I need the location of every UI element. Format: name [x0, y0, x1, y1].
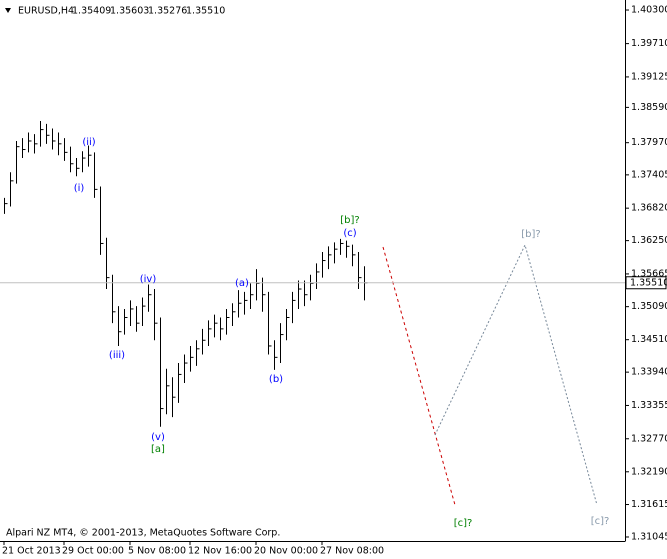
- wave-label: (v): [151, 432, 165, 443]
- wave-label: [c]?: [591, 516, 610, 527]
- y-tick-label: 1.34510: [631, 334, 667, 345]
- y-tick-label: 1.31615: [631, 499, 667, 510]
- y-tick-label: 1.38590: [631, 102, 667, 113]
- chart-title: EURUSD,H4: [18, 6, 74, 17]
- last-price-box: [625, 276, 667, 290]
- wave-label: [b]?: [521, 229, 540, 240]
- y-tick-label: 1.35665: [631, 268, 667, 279]
- wave-label: [b]?: [340, 215, 359, 226]
- header-price: 1.35409: [72, 6, 111, 17]
- last-price-label: 1.35510: [630, 277, 667, 288]
- y-tick-label: 1.39125: [631, 71, 667, 82]
- y-tick-label: 1.39710: [631, 38, 667, 49]
- y-tick-label: 1.31045: [631, 531, 667, 542]
- y-tick-label: 1.33355: [631, 400, 667, 411]
- copyright: Alpari NZ MT4, © 2001-2013, MetaQuotes S…: [6, 528, 280, 539]
- y-tick-label: 1.37970: [631, 137, 667, 148]
- wave-label: (a): [235, 278, 249, 289]
- wave-label: (ii): [82, 137, 95, 148]
- y-tick-label: 1.36820: [631, 203, 667, 214]
- header-price: 1.35603: [110, 6, 149, 17]
- y-tick-label: 1.32190: [631, 466, 667, 477]
- y-tick-label: 1.32770: [631, 433, 667, 444]
- wave-label: [c]?: [454, 518, 473, 529]
- x-tick-label: 20 Nov 00:00: [254, 546, 318, 557]
- y-tick-label: 1.36250: [631, 235, 667, 246]
- wave-label: [a]: [151, 444, 165, 455]
- projection-line: [382, 246, 456, 506]
- wave-label: (b): [269, 374, 283, 385]
- y-tick-label: 1.35090: [631, 301, 667, 312]
- header-price: 1.35276: [148, 6, 187, 17]
- y-tick-label: 1.37405: [631, 169, 667, 180]
- wave-label: (i): [74, 183, 85, 194]
- header-price: 1.35510: [186, 6, 225, 17]
- menu-triangle: [5, 8, 11, 13]
- wave-label: (c): [343, 228, 356, 239]
- x-tick-label: 21 Oct 2013: [2, 546, 61, 557]
- x-tick-label: 29 Oct 00:00: [62, 546, 124, 557]
- x-tick-label: 12 Nov 16:00: [188, 546, 252, 557]
- wave-label: (iii): [109, 350, 125, 361]
- y-tick-label: 1.33940: [631, 367, 667, 378]
- x-tick-label: 27 Nov 08:00: [320, 546, 384, 557]
- x-tick-label: 5 Nov 08:00: [128, 546, 186, 557]
- y-tick-label: 1.40300: [631, 5, 667, 16]
- wave-label: (iv): [140, 274, 157, 285]
